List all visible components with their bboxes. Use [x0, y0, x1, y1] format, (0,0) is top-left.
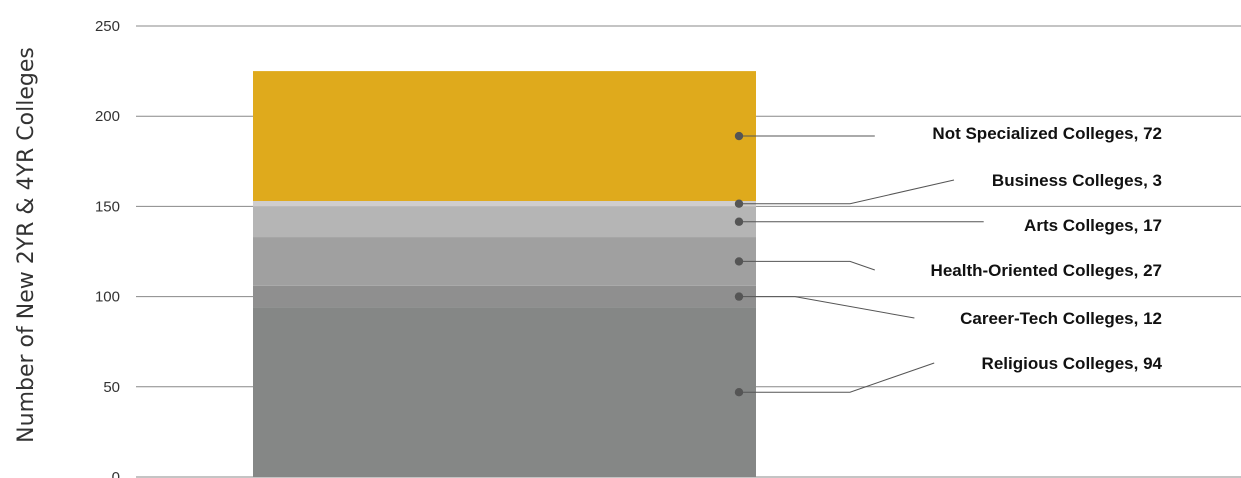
callout-dot [734, 388, 744, 397]
data-label: Health-Oriented Colleges, 27 [931, 261, 1162, 280]
y-tick-label: 0 [112, 469, 120, 478]
callout-dot [734, 257, 744, 266]
bar-segment-religious-colleges [253, 307, 756, 477]
y-tick-label: 250 [95, 18, 120, 35]
callout-dot [734, 131, 744, 141]
callout-dot [734, 292, 744, 301]
data-label: Business Colleges, 3 [992, 171, 1162, 190]
y-tick-label: 200 [95, 108, 120, 125]
bar-segment-arts-colleges [253, 206, 756, 238]
callout-leader-line [739, 362, 935, 393]
y-axis-title: Number of New 2YR & 4YR Colleges [14, 47, 39, 443]
data-label: Career-Tech Colleges, 12 [960, 309, 1162, 328]
callout-leader-line [739, 260, 875, 271]
bar-segment-business-colleges [253, 200, 756, 207]
data-label: Religious Colleges, 94 [982, 354, 1163, 373]
y-tick-label: 150 [95, 198, 120, 215]
bar-segments [253, 71, 756, 477]
callout-dot [734, 217, 744, 226]
data-label: Not Specialized Colleges, 72 [932, 124, 1162, 143]
callout-leader-line [739, 296, 915, 319]
callout-leader-line [739, 179, 955, 205]
y-tick-label: 50 [103, 379, 120, 396]
bar-segment-not-specialized-colleges [253, 71, 756, 201]
callouts: Religious Colleges, 94 Career-Tech Colleg… [734, 124, 1163, 397]
y-tick-labels: 0 50 100 150 200 250 [95, 18, 120, 478]
y-tick-label: 100 [95, 289, 120, 306]
bar-segment-health-oriented-colleges [253, 237, 756, 286]
bar-segment-career-tech-colleges [253, 285, 756, 308]
data-label: Arts Colleges, 17 [1024, 216, 1162, 235]
callout-dot [734, 199, 744, 208]
